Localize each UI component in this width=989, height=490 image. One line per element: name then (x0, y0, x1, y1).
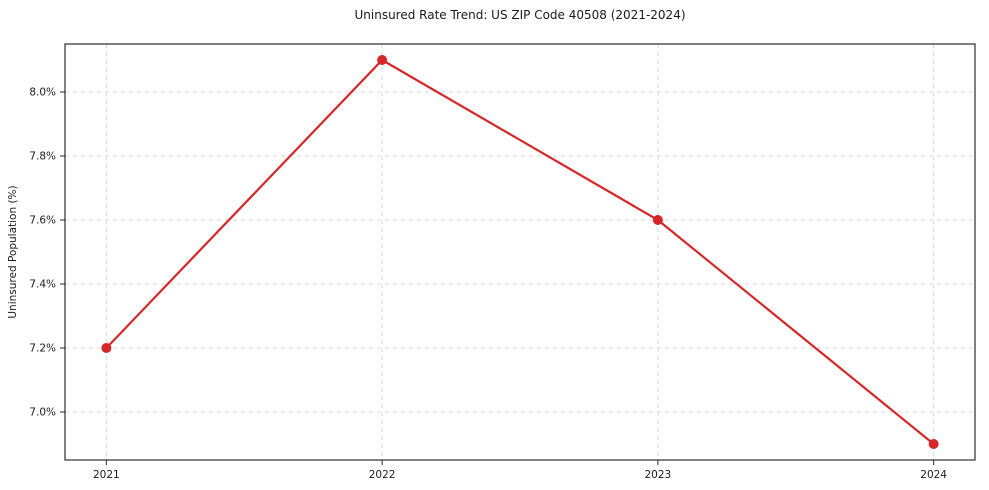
x-tick-label: 2022 (369, 469, 396, 481)
data-point-marker (652, 215, 663, 225)
y-tick-label: 7.2% (29, 343, 56, 355)
data-point-marker (377, 55, 388, 65)
data-point-marker (928, 439, 939, 449)
x-tick-label: 2023 (645, 469, 672, 481)
x-tick-label: 2024 (920, 469, 947, 481)
y-tick-label: 8.0% (29, 87, 56, 99)
data-point-marker (101, 343, 112, 353)
y-tick-label: 7.8% (29, 151, 56, 163)
trend-line (105, 58, 935, 446)
x-tick-label: 2021 (93, 469, 120, 481)
plot-border (64, 43, 976, 461)
y-tick-label: 7.4% (29, 279, 56, 291)
y-tick-label: 7.0% (29, 407, 56, 419)
y-tick-label: 7.6% (29, 215, 56, 227)
chart-title: Uninsured Rate Trend: US ZIP Code 40508 … (354, 8, 686, 22)
